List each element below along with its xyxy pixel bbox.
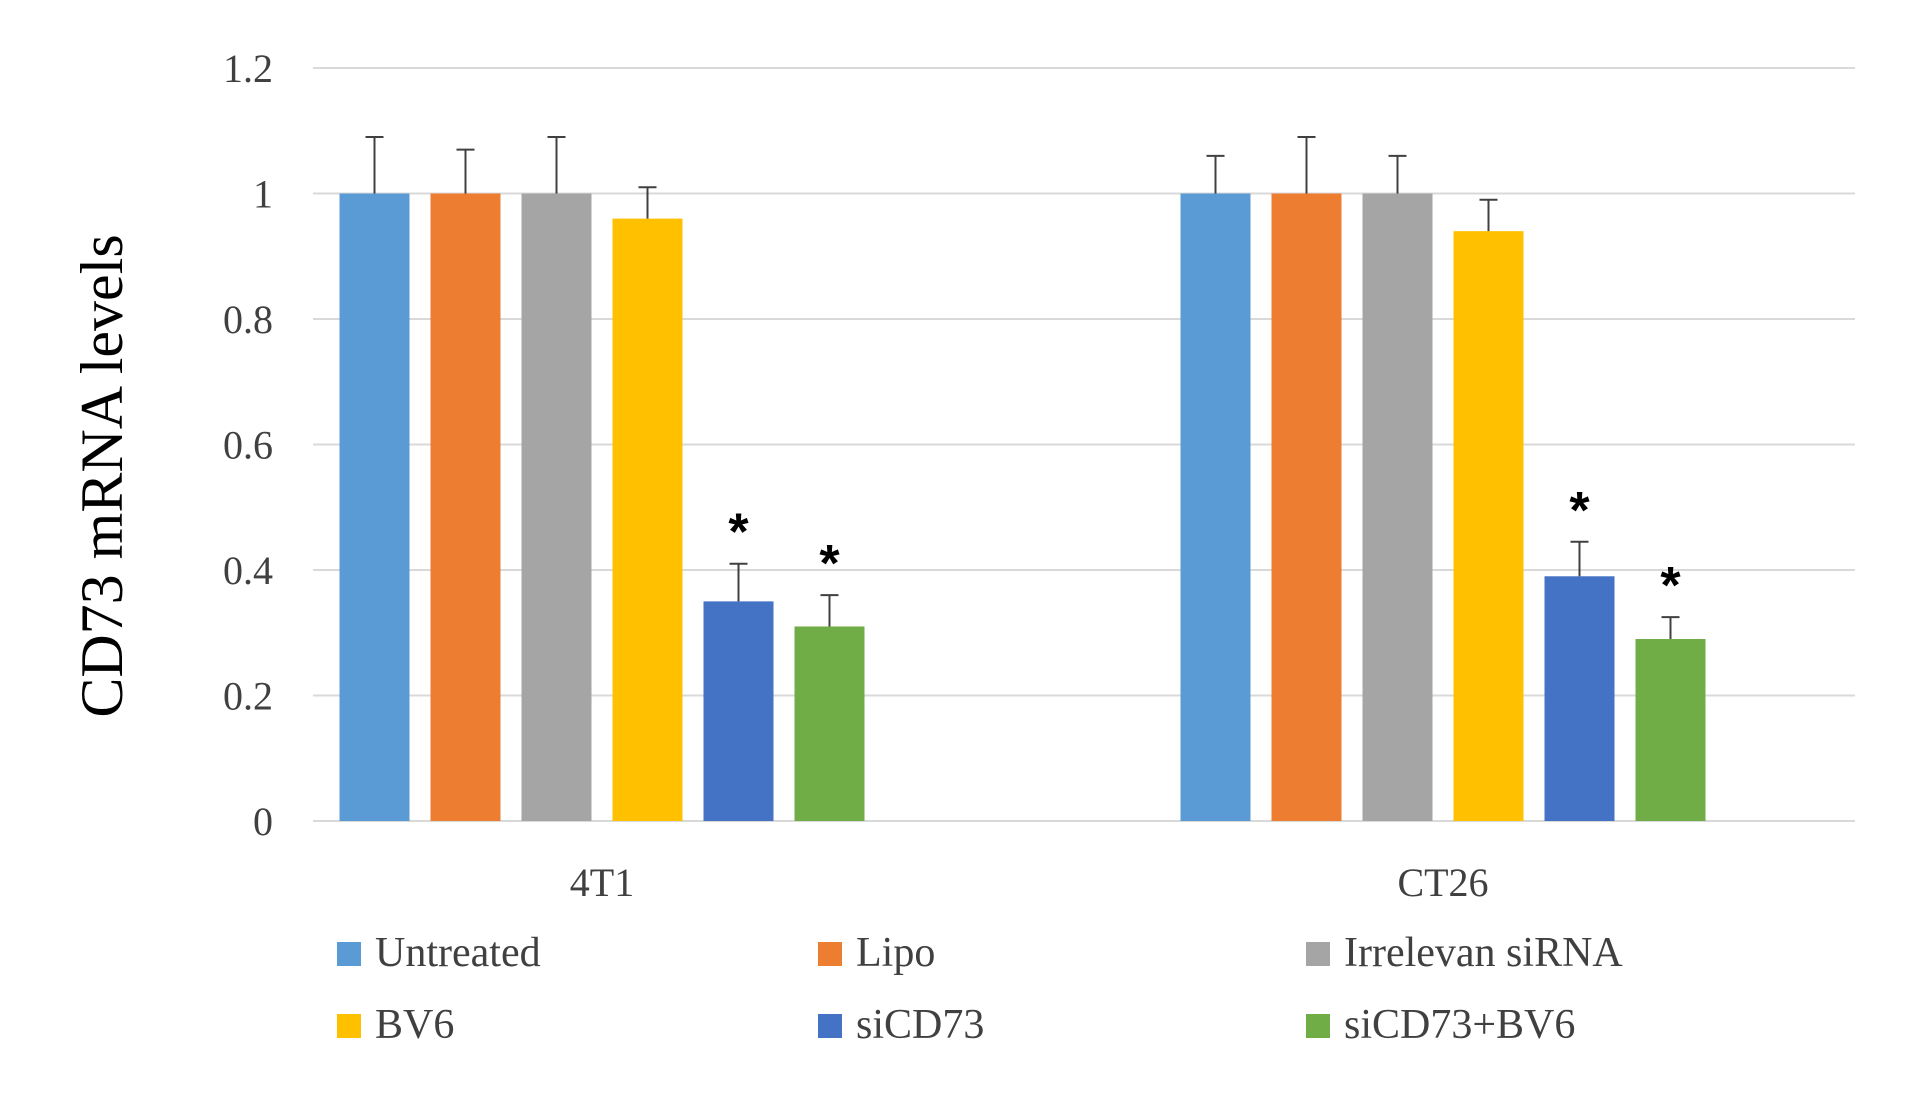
- legend-label: siCD73+BV6: [1344, 1002, 1575, 1048]
- x-category-label: CT26: [1397, 860, 1488, 905]
- legend: Untreated Lipo Irrelevan siRNA BV6 siCD73 siC…: [337, 930, 1623, 1048]
- legend-item: Untreated: [337, 930, 541, 976]
- bar: [1271, 193, 1342, 821]
- legend-label: BV6: [375, 1002, 454, 1048]
- bar: [794, 626, 865, 821]
- y-axis-title: CD73 mRNA levels: [69, 234, 135, 717]
- bar: [703, 601, 774, 821]
- y-tick-label: 0.2: [223, 674, 273, 719]
- legend-label: Irrelevan siRNA: [1344, 930, 1623, 976]
- bar: [521, 193, 592, 821]
- y-tick-label: 0: [253, 799, 273, 844]
- y-tick-label: 0.6: [223, 423, 273, 468]
- legend-label: Lipo: [856, 930, 935, 976]
- y-axis: 0 0.2 0.4 0.6 0.8 1 1.2: [223, 46, 273, 844]
- significance-asterisk: *: [1569, 482, 1590, 540]
- legend-swatch: [337, 942, 361, 966]
- bar: [1544, 576, 1615, 821]
- significance-asterisk: *: [1660, 557, 1681, 615]
- legend-item: Lipo: [818, 930, 935, 976]
- bar: [612, 218, 683, 822]
- legend-item: Irrelevan siRNA: [1306, 930, 1623, 976]
- legend-label: Untreated: [375, 930, 541, 976]
- bar: [1453, 231, 1524, 821]
- legend-swatch: [337, 1014, 361, 1038]
- legend-item: siCD73+BV6: [1306, 1002, 1575, 1048]
- legend-swatch: [1306, 942, 1330, 966]
- y-tick-label: 1.2: [223, 46, 273, 91]
- x-axis-categories: 4T1 CT26: [570, 860, 1489, 905]
- bar: [1635, 639, 1706, 821]
- legend-swatch: [818, 1014, 842, 1038]
- legend-swatch: [818, 942, 842, 966]
- legend-label: siCD73: [856, 1002, 984, 1048]
- y-tick-label: 1: [253, 172, 273, 217]
- x-category-label: 4T1: [570, 860, 634, 905]
- legend-item: BV6: [337, 1002, 454, 1048]
- y-tick-label: 0.8: [223, 297, 273, 342]
- y-tick-label: 0.4: [223, 548, 273, 593]
- bar: [1362, 193, 1433, 821]
- legend-swatch: [1306, 1014, 1330, 1038]
- bar: [339, 193, 410, 821]
- legend-item: siCD73: [818, 1002, 984, 1048]
- significance-asterisk: *: [819, 535, 840, 593]
- significance-markers: * * * *: [728, 482, 1681, 615]
- bar: [1180, 193, 1251, 821]
- error-bars: [365, 136, 1680, 640]
- bar: [430, 193, 501, 821]
- significance-asterisk: *: [728, 504, 749, 562]
- bars: [339, 193, 1706, 822]
